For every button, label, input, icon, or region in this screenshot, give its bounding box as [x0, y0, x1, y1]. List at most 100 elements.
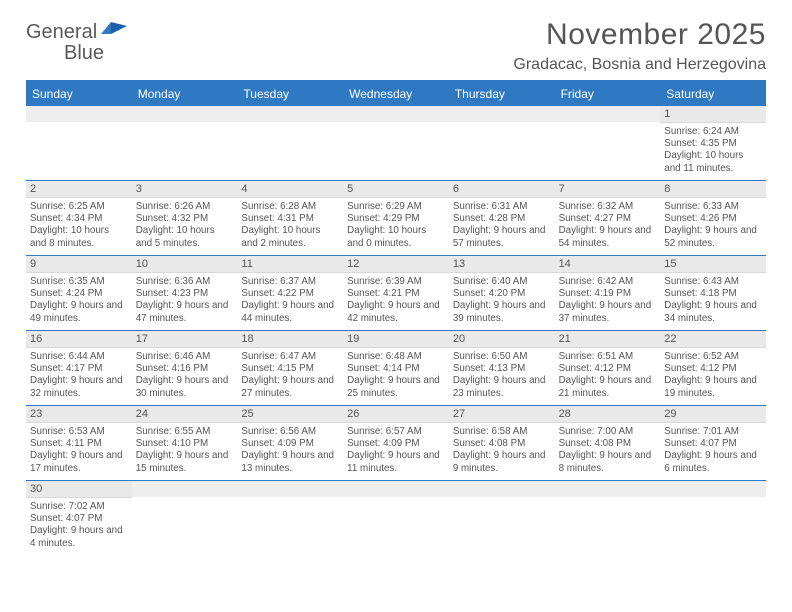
calendar-day: 9Sunrise: 6:35 AMSunset: 4:24 PMDaylight…: [26, 256, 132, 330]
sunset-text: Sunset: 4:27 PM: [559, 213, 657, 225]
daylight-text: Daylight: 9 hours and 37 minutes.: [559, 300, 657, 324]
calendar-day-empty: [132, 106, 238, 180]
sunset-text: Sunset: 4:08 PM: [453, 438, 551, 450]
sunset-text: Sunset: 4:10 PM: [136, 438, 234, 450]
day-details: Sunrise: 6:36 AMSunset: 4:23 PMDaylight:…: [132, 273, 238, 329]
calendar-day-empty: [237, 481, 343, 555]
brand-part2: Blue: [26, 42, 104, 64]
weekday-header-row: SundayMondayTuesdayWednesdayThursdayFrid…: [26, 82, 766, 106]
day-number: [343, 481, 449, 497]
calendar-day: 6Sunrise: 6:31 AMSunset: 4:28 PMDaylight…: [449, 181, 555, 255]
calendar-day: 21Sunrise: 6:51 AMSunset: 4:12 PMDayligh…: [555, 331, 661, 405]
day-number: [237, 481, 343, 497]
sunrise-text: Sunrise: 7:01 AM: [664, 426, 762, 438]
sunset-text: Sunset: 4:19 PM: [559, 288, 657, 300]
sunrise-text: Sunrise: 6:31 AM: [453, 201, 551, 213]
sunset-text: Sunset: 4:34 PM: [30, 213, 128, 225]
sunset-text: Sunset: 4:12 PM: [664, 363, 762, 375]
day-number: 4: [237, 181, 343, 198]
daylight-text: Daylight: 9 hours and 49 minutes.: [30, 300, 128, 324]
daylight-text: Daylight: 9 hours and 27 minutes.: [241, 375, 339, 399]
day-number: 29: [660, 406, 766, 423]
calendar-day: 14Sunrise: 6:42 AMSunset: 4:19 PMDayligh…: [555, 256, 661, 330]
day-details: Sunrise: 6:57 AMSunset: 4:09 PMDaylight:…: [343, 423, 449, 479]
day-number: [26, 106, 132, 122]
daylight-text: Daylight: 9 hours and 34 minutes.: [664, 300, 762, 324]
day-number: 25: [237, 406, 343, 423]
sunrise-text: Sunrise: 7:00 AM: [559, 426, 657, 438]
day-number: 1: [660, 106, 766, 123]
day-number: [555, 106, 661, 122]
daylight-text: Daylight: 9 hours and 19 minutes.: [664, 375, 762, 399]
day-number: 2: [26, 181, 132, 198]
sunset-text: Sunset: 4:07 PM: [664, 438, 762, 450]
day-details: Sunrise: 6:32 AMSunset: 4:27 PMDaylight:…: [555, 198, 661, 254]
day-number: [555, 481, 661, 497]
sunset-text: Sunset: 4:13 PM: [453, 363, 551, 375]
sunrise-text: Sunrise: 6:37 AM: [241, 276, 339, 288]
sunrise-text: Sunrise: 6:51 AM: [559, 351, 657, 363]
daylight-text: Daylight: 9 hours and 17 minutes.: [30, 450, 128, 474]
calendar-day: 2Sunrise: 6:25 AMSunset: 4:34 PMDaylight…: [26, 181, 132, 255]
day-number: 12: [343, 256, 449, 273]
calendar-day: 24Sunrise: 6:55 AMSunset: 4:10 PMDayligh…: [132, 406, 238, 480]
sunset-text: Sunset: 4:17 PM: [30, 363, 128, 375]
day-details: Sunrise: 6:53 AMSunset: 4:11 PMDaylight:…: [26, 423, 132, 479]
calendar-day: 12Sunrise: 6:39 AMSunset: 4:21 PMDayligh…: [343, 256, 449, 330]
day-number: 7: [555, 181, 661, 198]
daylight-text: Daylight: 9 hours and 32 minutes.: [30, 375, 128, 399]
day-number: 5: [343, 181, 449, 198]
sunset-text: Sunset: 4:09 PM: [241, 438, 339, 450]
calendar-day: 23Sunrise: 6:53 AMSunset: 4:11 PMDayligh…: [26, 406, 132, 480]
daylight-text: Daylight: 9 hours and 8 minutes.: [559, 450, 657, 474]
day-details: Sunrise: 6:51 AMSunset: 4:12 PMDaylight:…: [555, 348, 661, 404]
daylight-text: Daylight: 9 hours and 13 minutes.: [241, 450, 339, 474]
day-number: [237, 106, 343, 122]
weekday-header: Wednesday: [343, 82, 449, 106]
sunset-text: Sunset: 4:12 PM: [559, 363, 657, 375]
calendar-week: 9Sunrise: 6:35 AMSunset: 4:24 PMDaylight…: [26, 256, 766, 331]
daylight-text: Daylight: 10 hours and 2 minutes.: [241, 225, 339, 249]
sunset-text: Sunset: 4:07 PM: [30, 513, 128, 525]
sunrise-text: Sunrise: 6:39 AM: [347, 276, 445, 288]
day-number: 19: [343, 331, 449, 348]
weekday-header: Monday: [132, 82, 238, 106]
daylight-text: Daylight: 10 hours and 11 minutes.: [664, 150, 762, 174]
sunrise-text: Sunrise: 6:28 AM: [241, 201, 339, 213]
day-details: Sunrise: 6:50 AMSunset: 4:13 PMDaylight:…: [449, 348, 555, 404]
calendar-day-empty: [237, 106, 343, 180]
day-number: 10: [132, 256, 238, 273]
sunset-text: Sunset: 4:23 PM: [136, 288, 234, 300]
day-number: 24: [132, 406, 238, 423]
calendar-day: 28Sunrise: 7:00 AMSunset: 4:08 PMDayligh…: [555, 406, 661, 480]
weekday-header: Saturday: [660, 82, 766, 106]
calendar-day: 10Sunrise: 6:36 AMSunset: 4:23 PMDayligh…: [132, 256, 238, 330]
page-header: General Blue November 2025 Gradacac, Bos…: [26, 18, 766, 74]
calendar-day: 30Sunrise: 7:02 AMSunset: 4:07 PMDayligh…: [26, 481, 132, 555]
day-details: Sunrise: 6:52 AMSunset: 4:12 PMDaylight:…: [660, 348, 766, 404]
calendar-day: 20Sunrise: 6:50 AMSunset: 4:13 PMDayligh…: [449, 331, 555, 405]
calendar-day-empty: [555, 481, 661, 555]
sunset-text: Sunset: 4:11 PM: [30, 438, 128, 450]
day-details: Sunrise: 6:46 AMSunset: 4:16 PMDaylight:…: [132, 348, 238, 404]
day-number: 28: [555, 406, 661, 423]
sunrise-text: Sunrise: 6:40 AM: [453, 276, 551, 288]
calendar-week: 16Sunrise: 6:44 AMSunset: 4:17 PMDayligh…: [26, 331, 766, 406]
sunset-text: Sunset: 4:20 PM: [453, 288, 551, 300]
sunrise-text: Sunrise: 6:52 AM: [664, 351, 762, 363]
day-details: Sunrise: 6:31 AMSunset: 4:28 PMDaylight:…: [449, 198, 555, 254]
day-number: 14: [555, 256, 661, 273]
calendar-day: 15Sunrise: 6:43 AMSunset: 4:18 PMDayligh…: [660, 256, 766, 330]
calendar-week: 23Sunrise: 6:53 AMSunset: 4:11 PMDayligh…: [26, 406, 766, 481]
day-details: Sunrise: 7:01 AMSunset: 4:07 PMDaylight:…: [660, 423, 766, 479]
calendar-day: 17Sunrise: 6:46 AMSunset: 4:16 PMDayligh…: [132, 331, 238, 405]
sunrise-text: Sunrise: 6:50 AM: [453, 351, 551, 363]
day-details: Sunrise: 6:35 AMSunset: 4:24 PMDaylight:…: [26, 273, 132, 329]
day-details: Sunrise: 6:48 AMSunset: 4:14 PMDaylight:…: [343, 348, 449, 404]
sunset-text: Sunset: 4:35 PM: [664, 138, 762, 150]
calendar-day: 18Sunrise: 6:47 AMSunset: 4:15 PMDayligh…: [237, 331, 343, 405]
daylight-text: Daylight: 10 hours and 0 minutes.: [347, 225, 445, 249]
day-details: Sunrise: 6:29 AMSunset: 4:29 PMDaylight:…: [343, 198, 449, 254]
daylight-text: Daylight: 9 hours and 15 minutes.: [136, 450, 234, 474]
calendar-day: 22Sunrise: 6:52 AMSunset: 4:12 PMDayligh…: [660, 331, 766, 405]
